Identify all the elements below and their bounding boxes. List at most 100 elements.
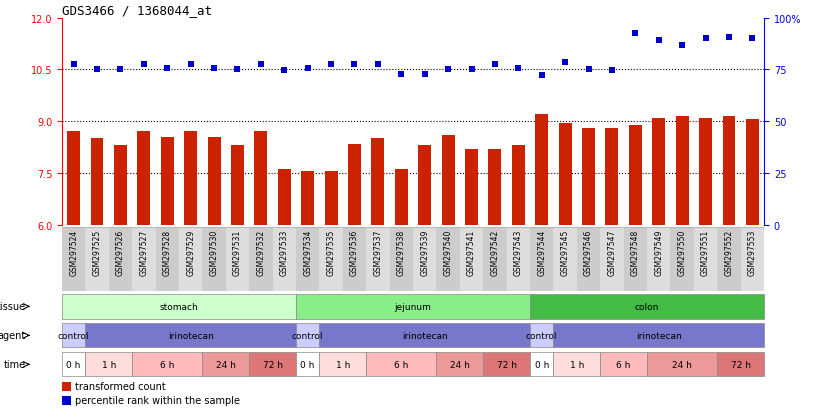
Bar <box>553 227 577 291</box>
Bar <box>506 227 530 291</box>
Text: GSM297538: GSM297538 <box>396 229 406 275</box>
Bar <box>694 227 717 291</box>
Text: GSM297524: GSM297524 <box>69 229 78 275</box>
FancyBboxPatch shape <box>320 323 530 348</box>
Bar <box>395 170 408 225</box>
Bar <box>605 129 619 225</box>
Text: irinotecan: irinotecan <box>401 331 448 340</box>
Point <box>535 72 548 78</box>
FancyBboxPatch shape <box>62 352 85 377</box>
FancyBboxPatch shape <box>62 323 85 348</box>
Bar <box>723 116 735 225</box>
Text: 24 h: 24 h <box>450 360 470 369</box>
Point <box>67 62 80 68</box>
Text: GSM297549: GSM297549 <box>654 229 663 275</box>
Bar <box>676 116 689 225</box>
Text: GSM297530: GSM297530 <box>210 229 219 275</box>
FancyBboxPatch shape <box>202 352 249 377</box>
Bar <box>366 227 390 291</box>
Bar <box>483 227 506 291</box>
Text: GSM297544: GSM297544 <box>537 229 546 275</box>
Text: GSM297539: GSM297539 <box>420 229 430 275</box>
Text: irinotecan: irinotecan <box>168 331 214 340</box>
Bar <box>301 172 314 225</box>
Bar <box>512 146 525 225</box>
Text: 72 h: 72 h <box>496 360 516 369</box>
Bar <box>746 120 759 225</box>
Bar <box>249 227 273 291</box>
Text: colon: colon <box>635 302 659 311</box>
Text: GSM297542: GSM297542 <box>491 229 500 275</box>
FancyBboxPatch shape <box>647 352 717 377</box>
FancyBboxPatch shape <box>717 352 764 377</box>
Text: 72 h: 72 h <box>731 360 751 369</box>
Text: time: time <box>4 359 26 370</box>
Bar <box>601 227 624 291</box>
Bar <box>273 227 296 291</box>
Text: 24 h: 24 h <box>672 360 692 369</box>
Bar <box>296 227 320 291</box>
Point <box>652 38 665 44</box>
Point <box>629 31 642 37</box>
Text: percentile rank within the sample: percentile rank within the sample <box>74 395 240 405</box>
Text: GSM297536: GSM297536 <box>350 229 359 275</box>
Point <box>301 65 314 72</box>
Text: tissue: tissue <box>0 301 26 312</box>
Bar <box>418 146 431 225</box>
Bar <box>109 227 132 291</box>
Text: GSM297546: GSM297546 <box>584 229 593 275</box>
Bar <box>577 227 601 291</box>
Bar <box>161 137 173 225</box>
Text: GSM297551: GSM297551 <box>701 229 710 275</box>
Bar <box>67 132 80 225</box>
Text: GSM297527: GSM297527 <box>140 229 149 275</box>
Text: GSM297543: GSM297543 <box>514 229 523 275</box>
Text: GSM297528: GSM297528 <box>163 229 172 275</box>
Text: 0 h: 0 h <box>66 360 81 369</box>
FancyBboxPatch shape <box>530 294 764 319</box>
Bar <box>137 132 150 225</box>
Point <box>207 65 221 72</box>
Bar <box>390 227 413 291</box>
Point <box>488 61 501 68</box>
Text: 1 h: 1 h <box>570 360 584 369</box>
FancyBboxPatch shape <box>553 352 601 377</box>
Bar <box>647 227 671 291</box>
FancyBboxPatch shape <box>132 352 202 377</box>
FancyBboxPatch shape <box>296 323 320 348</box>
Text: stomach: stomach <box>159 302 198 311</box>
Point <box>325 61 338 68</box>
Bar <box>460 227 483 291</box>
Text: 0 h: 0 h <box>301 360 315 369</box>
Point <box>137 61 150 68</box>
Point <box>441 66 454 73</box>
Text: GSM297540: GSM297540 <box>444 229 453 275</box>
Text: GSM297547: GSM297547 <box>607 229 616 275</box>
Text: GSM297553: GSM297553 <box>748 229 757 275</box>
Text: 6 h: 6 h <box>616 360 631 369</box>
Point <box>184 61 197 68</box>
Text: jejunum: jejunum <box>395 302 431 311</box>
Text: 6 h: 6 h <box>394 360 409 369</box>
Bar <box>741 227 764 291</box>
Bar <box>535 115 548 225</box>
Point <box>676 43 689 50</box>
Bar <box>114 146 127 225</box>
Bar <box>671 227 694 291</box>
Text: transformed count: transformed count <box>74 381 165 392</box>
Text: 6 h: 6 h <box>160 360 174 369</box>
Bar <box>717 227 741 291</box>
Bar <box>582 129 595 225</box>
Bar <box>699 119 712 225</box>
Bar <box>184 132 197 225</box>
Point <box>722 34 735 41</box>
Text: GSM297541: GSM297541 <box>467 229 476 275</box>
Text: agent: agent <box>0 330 26 341</box>
Bar <box>278 170 291 225</box>
Bar <box>62 382 71 391</box>
Bar <box>629 125 642 225</box>
Text: 0 h: 0 h <box>534 360 549 369</box>
Point <box>465 66 478 73</box>
Bar <box>179 227 202 291</box>
Text: GSM297525: GSM297525 <box>93 229 102 275</box>
